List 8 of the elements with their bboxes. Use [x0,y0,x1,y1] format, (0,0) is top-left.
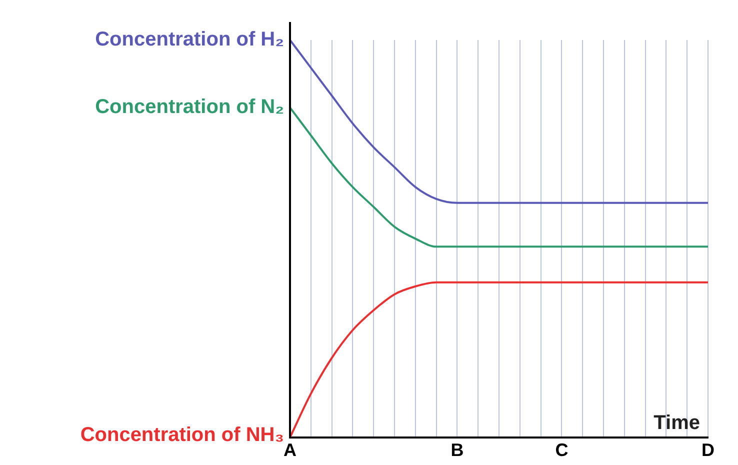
series-label: Concentration of NH₃ [80,424,284,446]
x-tick-label: A [284,440,296,460]
series-label: Concentration of H₂ [95,28,284,51]
x-tick-label: B [450,440,464,460]
series-label: Concentration of N₂ [95,96,284,118]
x-tick-label: D [702,440,714,460]
x-tick-label: C [555,440,568,460]
x-axis-title: Time [654,412,700,434]
